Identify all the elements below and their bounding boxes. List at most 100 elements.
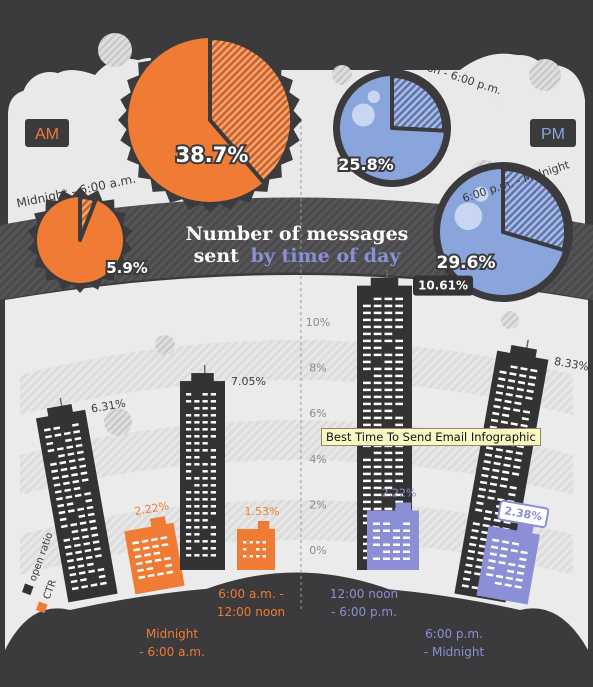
building-window (71, 529, 79, 534)
category-label-1-line1: Midnight (146, 627, 198, 641)
building-window (81, 584, 89, 589)
value-callout (497, 499, 550, 529)
building-window (74, 436, 82, 441)
building-window (514, 458, 522, 463)
decor-circle (98, 33, 132, 67)
building-window (520, 423, 528, 428)
building-window (395, 416, 403, 420)
building-window (470, 535, 478, 540)
building-window (373, 311, 382, 315)
building-window (56, 496, 63, 501)
building-window (515, 451, 523, 456)
building-window (363, 402, 371, 406)
building-window (509, 485, 517, 490)
decor-circle (155, 335, 175, 355)
decor-circle (501, 311, 519, 329)
building-window (153, 551, 161, 556)
building-window (60, 524, 68, 529)
building-window (73, 429, 81, 434)
building-window (137, 568, 144, 573)
am-badge-label: AM (35, 126, 59, 143)
building-window (395, 297, 403, 301)
building-window (186, 442, 192, 445)
bar-chart: 0% 2% 4% 6% 8% 10% 6.31% 2.22% 7.05% 1.53% 10.61% 2… (35, 269, 590, 605)
building-window (464, 570, 472, 575)
building-window (383, 557, 390, 561)
building-window (384, 451, 393, 455)
building-window (90, 526, 98, 531)
building-window (384, 311, 393, 315)
building-window (186, 421, 192, 424)
building-window (210, 435, 216, 438)
bar-open-ratio-label: 6.31% (90, 397, 127, 416)
building-window (262, 547, 266, 551)
building-window (363, 535, 371, 539)
building-window (373, 409, 382, 413)
pie-value-label: 29.6% (437, 253, 496, 273)
building-window (499, 554, 507, 558)
building-window (78, 571, 86, 575)
building-window (47, 448, 55, 453)
building-window (75, 550, 83, 555)
building-window (194, 540, 200, 543)
building-window (80, 528, 88, 532)
pie-bubble (473, 186, 489, 202)
pie-slice (501, 167, 569, 252)
building-window (95, 554, 102, 558)
building-window (484, 510, 493, 514)
building-window (67, 509, 75, 513)
building-window (43, 428, 51, 432)
building-window (493, 404, 501, 409)
building-window (134, 554, 142, 559)
building-window (186, 491, 192, 494)
building-window (363, 458, 371, 462)
building-window (74, 493, 82, 498)
building-window (210, 540, 216, 543)
building-window (514, 401, 522, 406)
decor-circle (104, 408, 132, 436)
building-window (82, 535, 89, 539)
pie-slice (78, 194, 98, 242)
building-window (502, 470, 510, 475)
building-window (363, 465, 371, 469)
building-window (363, 556, 371, 560)
pie-bubble (367, 90, 381, 104)
building-window (501, 540, 510, 544)
building-window (64, 488, 72, 493)
building-window (133, 547, 141, 552)
building-window (383, 550, 390, 554)
building-window (186, 428, 192, 431)
building-window (186, 393, 192, 396)
building-window (66, 445, 74, 450)
building-window (165, 563, 173, 568)
building-window (186, 477, 192, 480)
building-window (73, 486, 81, 491)
pie-value-label: 38.7% (176, 143, 249, 167)
building-window (395, 500, 403, 504)
decor-circle (332, 65, 352, 85)
building-window (186, 526, 192, 529)
building-window (186, 456, 192, 459)
building-window (494, 397, 502, 402)
building-window (262, 540, 266, 544)
building-window (478, 487, 487, 492)
building-window (384, 458, 393, 462)
building-window (152, 544, 160, 549)
building-window (65, 552, 73, 556)
building-window (465, 563, 473, 568)
building-window (475, 508, 483, 512)
building-window (486, 572, 494, 577)
building-window (194, 435, 200, 438)
building-window (98, 574, 106, 579)
building-window (511, 541, 520, 546)
pie-charts: 5.9% 38.7% 25.8% 29.6% (27, 28, 573, 302)
am-badge: AM (25, 119, 69, 147)
building-window (97, 567, 105, 572)
building-top (395, 502, 412, 513)
building-window (486, 446, 494, 450)
building-window (186, 540, 192, 543)
y-tick-label: 6% (309, 407, 326, 420)
building-window (50, 462, 57, 467)
building-window (363, 493, 371, 497)
building-window (93, 547, 101, 551)
